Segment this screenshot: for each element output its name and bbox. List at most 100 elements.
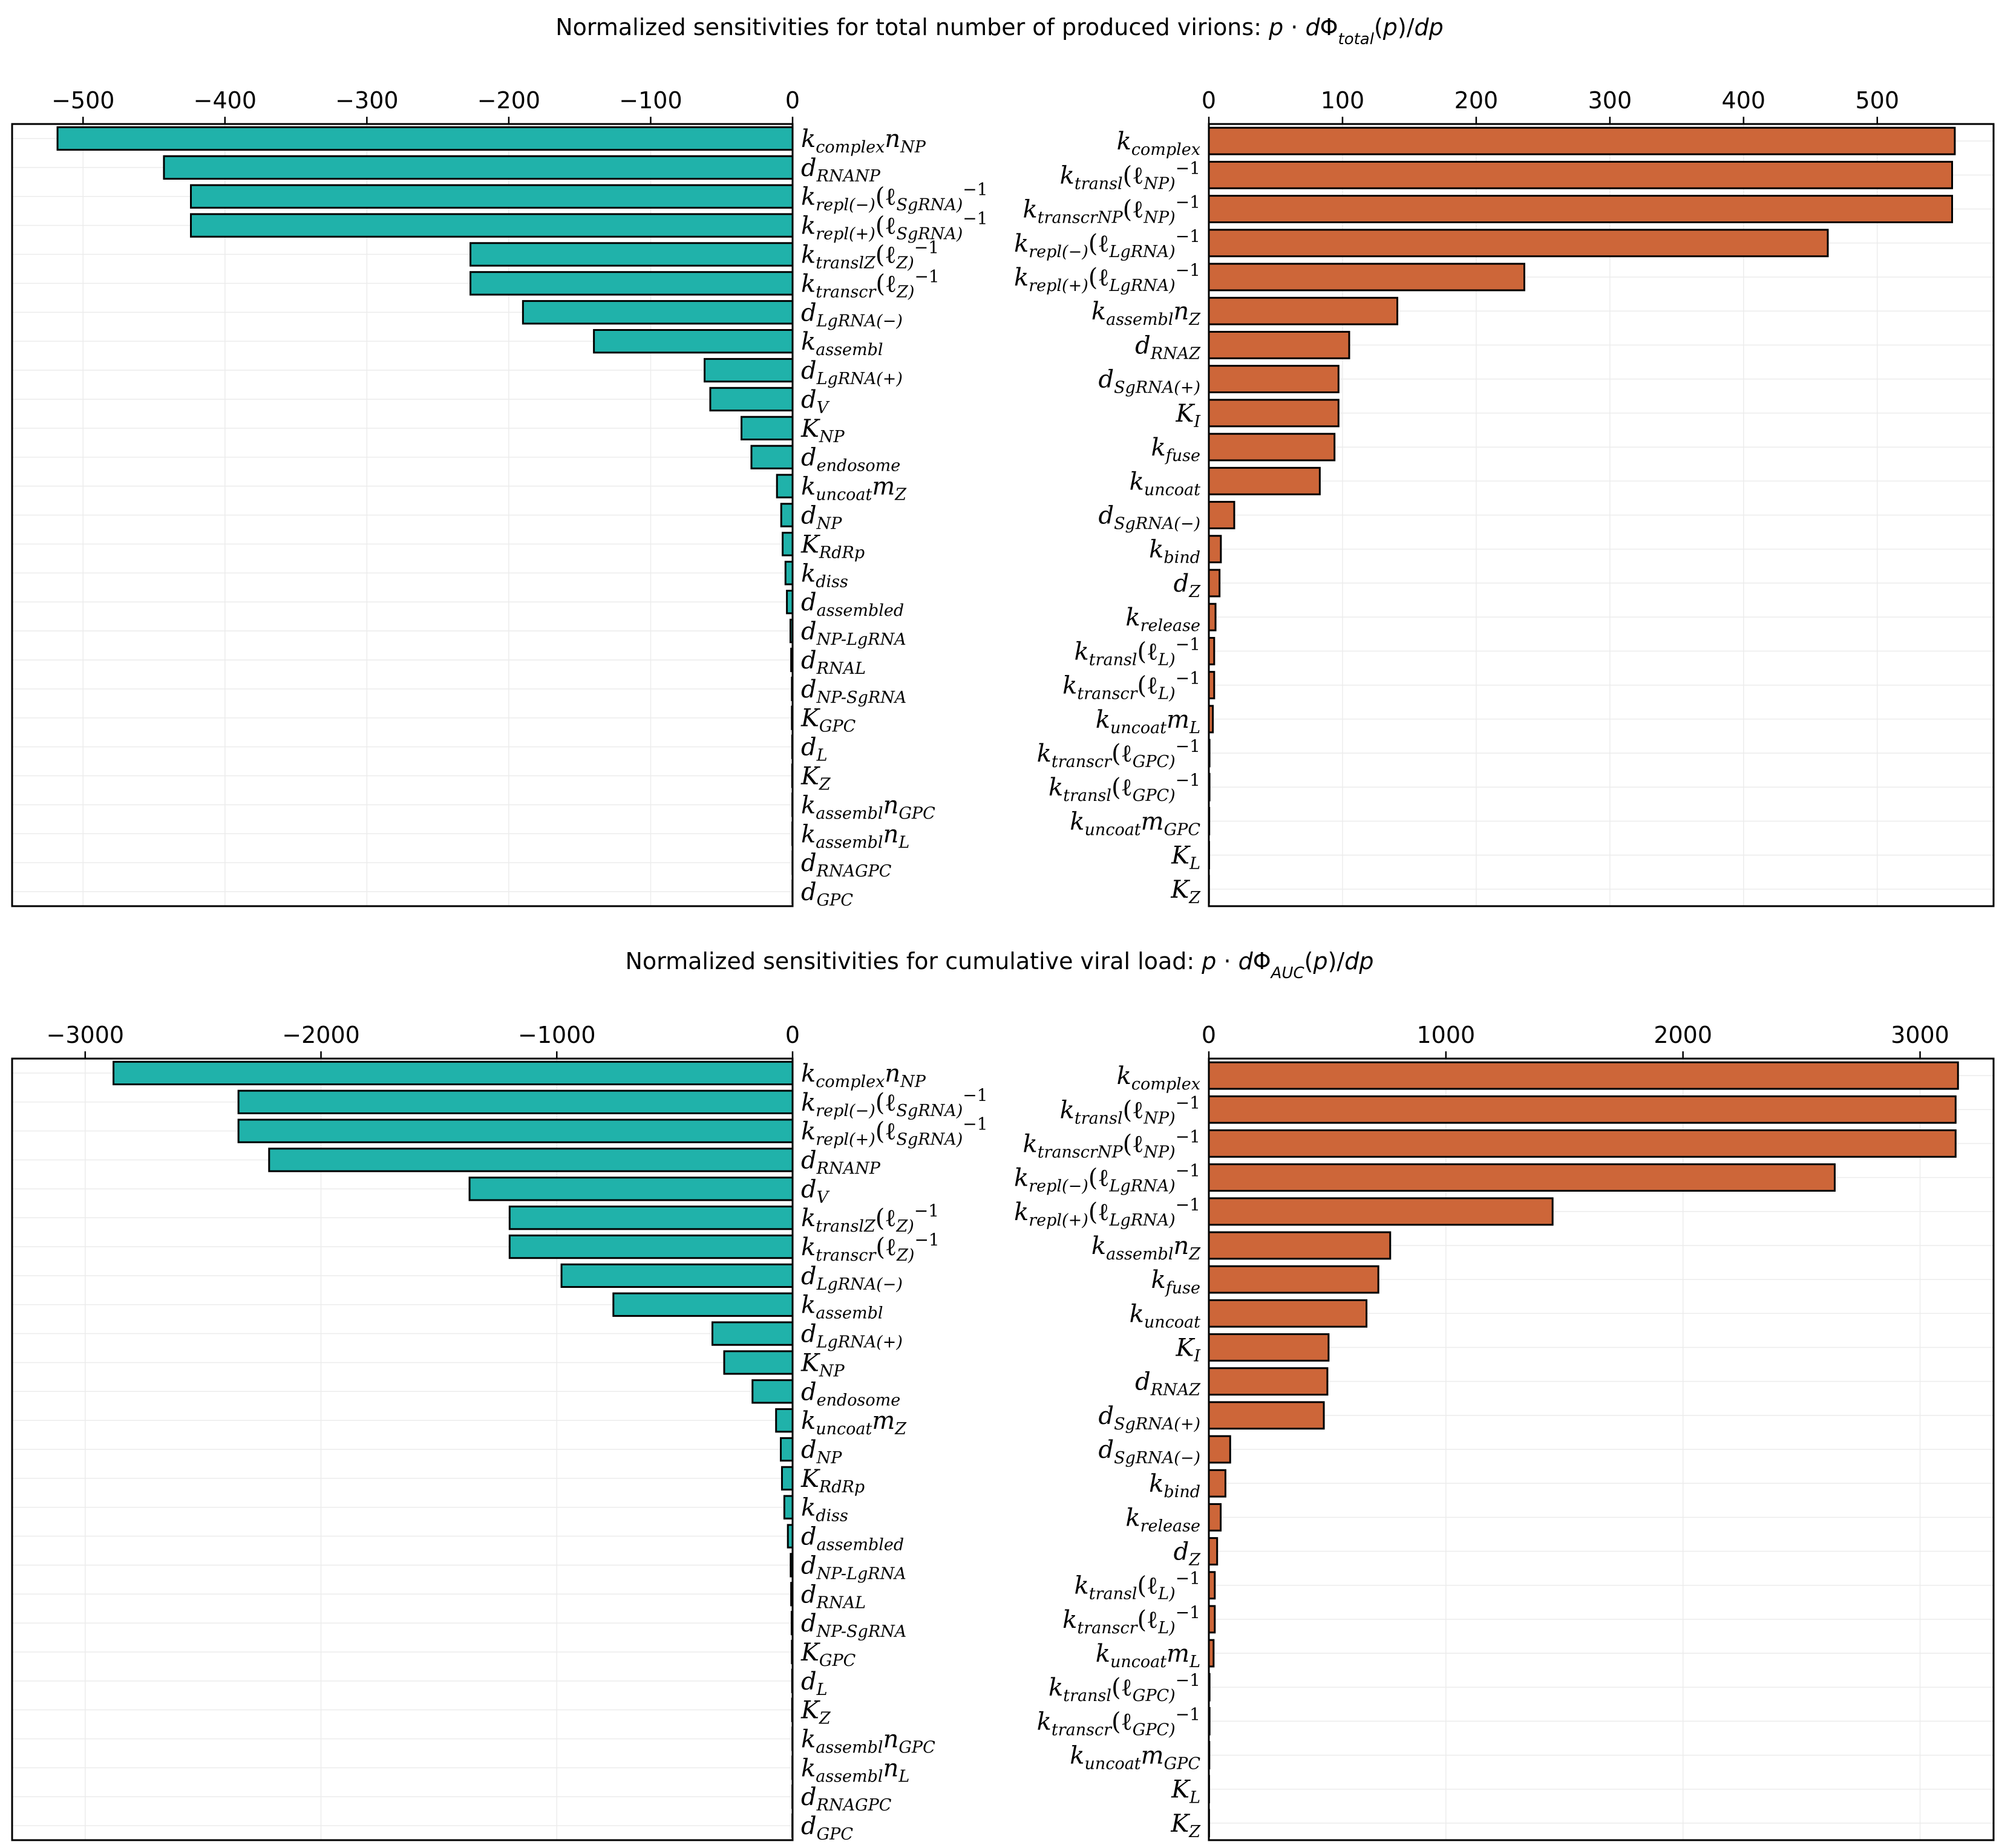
category-label: dNP-LgRNA <box>801 618 906 649</box>
bar-negative-2 <box>190 184 794 209</box>
category-label: kassemblnGPC <box>801 1726 935 1757</box>
figure-title-top: Normalized sensitivities for total numbe… <box>555 14 1444 48</box>
category-label: KZ <box>1170 1810 1201 1841</box>
panel-0-positive: 0 100 200 300 400 500kcomplexktransl(ℓNP)−1kt… <box>1014 87 1995 907</box>
category-label: kcomplexnNP <box>801 125 926 157</box>
category-label: krepl(−)(ℓSgRNA)−1 <box>801 1085 988 1120</box>
category-label: dL <box>801 1668 828 1699</box>
category-label: kuncoatmL <box>1096 1640 1200 1671</box>
bar-positive-5 <box>1208 296 1399 325</box>
category-label: dSgRNA(−) <box>1098 502 1200 534</box>
bar-positive-1 <box>1208 1095 1957 1124</box>
bar-positive-1 <box>1208 160 1954 189</box>
chart-panels: −500 −400 −300 −200 −100 0kcomplexnNPdRNANPkr… <box>11 87 1995 1844</box>
category-label: kuncoatmL <box>1096 706 1200 737</box>
category-label: ktranslZ(ℓZ)−1 <box>801 238 939 273</box>
bar-positive-4 <box>1208 1197 1554 1226</box>
category-label: kdiss <box>801 1494 848 1526</box>
bar-positive-10 <box>1208 1401 1325 1430</box>
panel-frame <box>1208 1057 1995 1841</box>
category-label: dL <box>801 734 828 765</box>
category-label: dLgRNA(+) <box>801 1321 903 1352</box>
bar-negative-2 <box>237 1118 794 1143</box>
bar-negative-7 <box>593 328 794 354</box>
category-label: dNP-LgRNA <box>801 1552 906 1583</box>
bar-positive-13 <box>1208 569 1221 598</box>
category-label: ktranscr(ℓZ)−1 <box>801 266 940 301</box>
bar-negative-0 <box>56 126 794 151</box>
bar-positive-11 <box>1208 501 1235 529</box>
category-label: dGPC <box>801 1812 853 1844</box>
bar-positive-12 <box>1208 1469 1226 1498</box>
category-label: ktransl(ℓGPC)−1 <box>1049 1670 1200 1705</box>
bar-positive-11 <box>1208 1435 1231 1464</box>
x-tick-label: 0 <box>785 87 800 114</box>
category-label: dRNAZ <box>1135 331 1201 363</box>
x-tick-label: −3000 <box>47 1022 125 1048</box>
bar-positive-5 <box>1208 1231 1392 1260</box>
bar-positive-13 <box>1208 1503 1222 1532</box>
x-tick-label: −500 <box>51 87 114 114</box>
bar-positive-12 <box>1208 535 1222 564</box>
category-label: ktransl(ℓL)−1 <box>1075 634 1201 669</box>
bar-negative-12 <box>775 1408 794 1433</box>
category-label: dNP <box>801 1436 842 1468</box>
category-label: ktranscr(ℓL)−1 <box>1062 1602 1200 1637</box>
bar-negative-15 <box>784 561 794 586</box>
category-label: dendosome <box>801 444 900 475</box>
x-tick-label: 100 <box>1321 87 1365 114</box>
bar-negative-9 <box>711 1321 794 1346</box>
category-label: krepl(+)(ℓSgRNA)−1 <box>801 209 988 244</box>
category-label: dZ <box>1174 570 1202 601</box>
x-tick-label: 0 <box>785 1022 800 1048</box>
bar-negative-11 <box>751 1379 794 1404</box>
bar-positive-0 <box>1208 126 1956 155</box>
bar-negative-4 <box>468 1177 794 1201</box>
panel-1-negative: −3000 −2000 −1000 0kcomplexnNPkrepl(−)(ℓSgR… <box>11 1022 988 1844</box>
bar-positive-7 <box>1208 1299 1368 1328</box>
bar-positive-4 <box>1208 263 1525 292</box>
bar-negative-1 <box>237 1089 794 1114</box>
category-label: KZ <box>800 763 831 794</box>
category-label: krelease <box>1125 604 1200 635</box>
bar-negative-5 <box>508 1206 794 1230</box>
bar-negative-13 <box>780 503 794 527</box>
category-label: ktranscr(ℓL)−1 <box>1062 668 1200 704</box>
bar-positive-9 <box>1208 433 1336 462</box>
category-label: dRNAGPC <box>801 849 892 881</box>
category-label: KGPC <box>800 1639 856 1670</box>
category-label: ktranslZ(ℓZ)−1 <box>801 1201 939 1236</box>
x-tick-label: −200 <box>477 87 540 114</box>
x-tick-label: 0 <box>1202 87 1216 114</box>
category-label: KRdRp <box>800 1465 865 1497</box>
category-label: dRNAZ <box>1135 1368 1201 1400</box>
category-label: dNP-SgRNA <box>801 676 906 707</box>
category-label: KNP <box>800 415 845 446</box>
category-label: kassemblnGPC <box>801 791 935 823</box>
bar-negative-5 <box>469 271 794 296</box>
category-label: kuncoat <box>1130 468 1201 499</box>
bar-negative-12 <box>776 474 794 498</box>
category-label: kuncoatmZ <box>801 1407 907 1438</box>
category-label: KNP <box>800 1349 845 1380</box>
bar-positive-8 <box>1208 399 1340 428</box>
category-label: krepl(+)(ℓLgRNA)−1 <box>1014 1195 1200 1230</box>
category-label: kbind <box>1149 536 1200 567</box>
x-tick-label: −2000 <box>282 1022 360 1048</box>
category-label: dassembled <box>801 589 904 620</box>
x-tick-label: 300 <box>1588 87 1632 114</box>
x-tick-label: 3000 <box>1891 1022 1949 1048</box>
category-label: dRNAL <box>801 647 866 678</box>
bar-positive-6 <box>1208 330 1350 359</box>
category-label: kuncoatmGPC <box>1070 808 1200 839</box>
bar-negative-14 <box>780 1466 794 1491</box>
category-label: dendosome <box>801 1378 900 1409</box>
category-label: dZ <box>1174 1538 1202 1570</box>
panel-1-positive: 0 1000 2000 3000kcomplexktransl(ℓNP)−1ktran… <box>1014 1022 1995 1841</box>
category-label: dRNAGPC <box>801 1783 892 1815</box>
category-label: ktranscr(ℓGPC)−1 <box>1037 736 1200 771</box>
bar-positive-3 <box>1208 229 1829 258</box>
bar-positive-10 <box>1208 466 1321 495</box>
category-label: krelease <box>1125 1504 1200 1535</box>
